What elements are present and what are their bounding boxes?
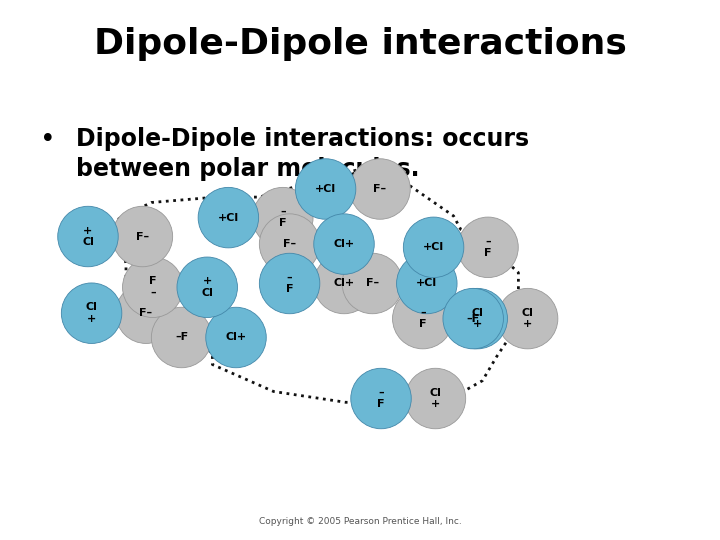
Ellipse shape xyxy=(314,253,374,314)
Text: Dipole-Dipole interactions: occurs: Dipole-Dipole interactions: occurs xyxy=(76,127,528,151)
Ellipse shape xyxy=(61,283,122,343)
Text: F–: F– xyxy=(366,279,379,288)
Text: F–: F– xyxy=(374,184,387,194)
Text: –
F: – F xyxy=(377,388,384,409)
Ellipse shape xyxy=(350,159,410,219)
Ellipse shape xyxy=(447,288,508,349)
Text: +Cl: +Cl xyxy=(423,242,444,252)
Ellipse shape xyxy=(405,368,466,429)
Ellipse shape xyxy=(253,187,313,248)
Text: +
Cl: + Cl xyxy=(82,226,94,247)
Ellipse shape xyxy=(259,214,320,274)
Ellipse shape xyxy=(151,307,212,368)
Text: F–: F– xyxy=(136,232,149,241)
Text: –
F: – F xyxy=(286,273,293,294)
Ellipse shape xyxy=(295,159,356,219)
Text: F
–: F – xyxy=(149,276,156,298)
Text: +
Cl: + Cl xyxy=(202,276,213,298)
Text: –
F: – F xyxy=(279,207,287,228)
Ellipse shape xyxy=(397,253,457,314)
Text: F–: F– xyxy=(140,308,153,318)
Ellipse shape xyxy=(392,288,453,349)
Ellipse shape xyxy=(177,257,238,318)
Ellipse shape xyxy=(122,257,183,318)
Text: Cl
+: Cl + xyxy=(522,308,534,329)
Ellipse shape xyxy=(259,253,320,314)
Text: Dipole-Dipole interactions: Dipole-Dipole interactions xyxy=(94,27,626,61)
Ellipse shape xyxy=(342,253,402,314)
Ellipse shape xyxy=(198,187,258,248)
Text: Cl
+: Cl + xyxy=(472,308,483,329)
Text: Copyright © 2005 Pearson Prentice Hall, Inc.: Copyright © 2005 Pearson Prentice Hall, … xyxy=(258,517,462,526)
Ellipse shape xyxy=(351,368,411,429)
Text: –F: –F xyxy=(175,333,188,342)
Text: +Cl: +Cl xyxy=(218,213,239,222)
Text: Cl+: Cl+ xyxy=(225,333,246,342)
Ellipse shape xyxy=(116,283,176,343)
Text: +Cl: +Cl xyxy=(315,184,336,194)
Ellipse shape xyxy=(443,288,503,349)
Text: –
F: – F xyxy=(485,237,492,258)
Ellipse shape xyxy=(314,214,374,274)
Text: between polar molecules.: between polar molecules. xyxy=(76,157,419,180)
Text: Cl
+: Cl + xyxy=(430,388,441,409)
Text: •: • xyxy=(40,127,55,153)
Ellipse shape xyxy=(458,217,518,278)
Text: Cl
+: Cl + xyxy=(86,302,97,324)
Ellipse shape xyxy=(58,206,118,267)
Text: +Cl: +Cl xyxy=(416,279,437,288)
Ellipse shape xyxy=(112,206,173,267)
Ellipse shape xyxy=(498,288,558,349)
Ellipse shape xyxy=(206,307,266,368)
Text: Cl+: Cl+ xyxy=(333,279,354,288)
Text: Cl+: Cl+ xyxy=(333,239,354,249)
Text: F–: F– xyxy=(283,239,296,249)
Text: –F: –F xyxy=(467,314,480,323)
Text: –
F: – F xyxy=(419,308,426,329)
Ellipse shape xyxy=(403,217,464,278)
